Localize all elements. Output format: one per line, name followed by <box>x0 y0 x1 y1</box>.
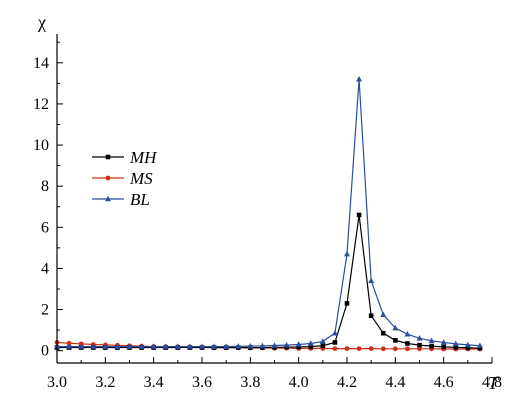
x-tick-label: 3.0 <box>47 374 67 391</box>
data-point <box>295 341 302 347</box>
data-point <box>452 340 459 347</box>
data-point <box>405 341 410 346</box>
y-tick-label: 8 <box>41 178 49 195</box>
y-tick-label: 2 <box>41 302 49 319</box>
legend-item-mh: MH <box>92 148 158 167</box>
data-point <box>66 340 72 346</box>
y-ticks: 0 2 4 6 8 10 12 14 <box>33 41 63 360</box>
data-point <box>393 338 398 343</box>
data-point <box>138 343 145 349</box>
x-tick-label: 4.8 <box>482 374 502 391</box>
y-tick-label: 6 <box>41 219 49 236</box>
data-point <box>259 342 266 349</box>
data-point <box>235 343 242 349</box>
data-point <box>428 337 435 344</box>
data-point <box>477 345 483 351</box>
data-point <box>417 342 422 348</box>
series-line <box>57 79 480 348</box>
data-point <box>356 212 362 218</box>
series-line <box>57 214 480 349</box>
data-point <box>308 344 314 349</box>
data-point <box>271 342 278 348</box>
data-point <box>331 329 338 336</box>
data-point <box>283 341 290 348</box>
data-point <box>174 343 181 349</box>
data-point <box>344 301 350 306</box>
data-point <box>441 344 446 350</box>
data-point <box>332 340 338 345</box>
data-point <box>162 343 169 349</box>
data-point <box>211 343 218 349</box>
y-tick-label: 4 <box>41 260 49 277</box>
data-point <box>404 331 411 337</box>
plot-lines <box>54 76 483 352</box>
data-point <box>429 343 434 349</box>
data-point <box>416 335 423 341</box>
data-point <box>344 250 350 257</box>
data-point <box>368 346 374 352</box>
legend-swatch-marker <box>105 154 111 160</box>
x-tick-label: 4.6 <box>434 374 454 391</box>
data-point <box>247 342 254 349</box>
data-point <box>150 343 157 349</box>
legend-label: MS <box>129 169 153 188</box>
data-point <box>453 345 459 350</box>
data-point <box>380 311 387 317</box>
legend-item-ms: MS <box>92 169 153 188</box>
legend-swatch-marker <box>105 175 111 181</box>
data-point <box>186 343 193 349</box>
x-tick-label: 4.0 <box>289 374 309 391</box>
x-tick-label: 3.8 <box>240 374 260 391</box>
data-point <box>368 277 375 284</box>
legend-label: MH <box>129 148 158 167</box>
x-tick-label: 3.6 <box>192 374 212 391</box>
data-point <box>320 343 326 349</box>
data-point <box>476 342 483 349</box>
axes: 3.0 3.2 3.4 3.6 3.8 4.0 4.2 4.4 4.6 4.8 0 2 4 6 8 10 12… <box>33 12 502 393</box>
data-point <box>392 324 399 331</box>
y-tick-label: 10 <box>33 137 49 154</box>
legend: MH MS BL <box>92 148 158 209</box>
data-point <box>380 346 386 352</box>
x-tick-label: 4.4 <box>385 374 405 391</box>
y-tick-label: 0 <box>41 343 49 360</box>
x-tick-label: 3.2 <box>95 374 115 391</box>
x-tick-label: 3.4 <box>144 374 164 391</box>
data-point <box>465 345 471 351</box>
data-point <box>380 330 386 336</box>
data-point <box>464 341 471 348</box>
y-tick-label: 12 <box>33 96 49 113</box>
data-point <box>223 343 230 349</box>
legend-swatch-marker <box>105 195 111 202</box>
data-point <box>307 340 314 346</box>
data-point <box>417 346 422 352</box>
data-point <box>78 343 85 349</box>
data-point <box>392 346 398 352</box>
data-point <box>319 338 326 344</box>
data-point <box>126 343 133 349</box>
legend-item-bl: BL <box>92 190 150 209</box>
data-point <box>296 344 301 350</box>
data-point <box>368 313 374 319</box>
legend-label: BL <box>130 190 150 209</box>
data-point <box>66 343 73 349</box>
data-point <box>102 343 109 349</box>
series-mh <box>54 212 483 351</box>
data-point <box>440 339 447 345</box>
data-point <box>114 343 121 349</box>
y-axis-title: χ <box>37 12 46 32</box>
x-axis-title: T <box>488 373 500 393</box>
data-point <box>332 346 338 352</box>
data-point <box>199 343 205 349</box>
data-point <box>90 343 97 349</box>
series-bl <box>54 76 483 349</box>
data-point <box>405 346 410 352</box>
x-tick-label: 4.2 <box>337 374 357 391</box>
x-ticks: 3.0 3.2 3.4 3.6 3.8 4.0 4.2 4.4 4.6 4.8 <box>47 357 502 391</box>
data-point <box>356 346 362 352</box>
data-point <box>344 346 350 352</box>
y-tick-label: 14 <box>33 55 49 72</box>
data-point <box>356 76 363 82</box>
